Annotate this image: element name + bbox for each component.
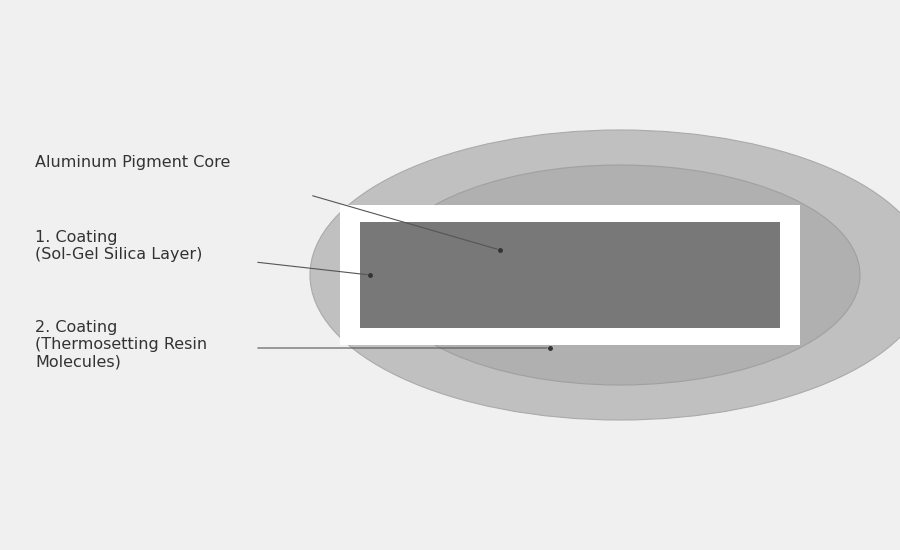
Text: 2. Coating
(Thermosetting Resin
Molecules): 2. Coating (Thermosetting Resin Molecule… [35, 320, 207, 370]
Ellipse shape [380, 165, 860, 385]
Ellipse shape [310, 130, 900, 420]
Text: 1. Coating
(Sol-Gel Silica Layer): 1. Coating (Sol-Gel Silica Layer) [35, 230, 202, 262]
Bar [340, 205, 800, 345]
Bar [360, 222, 780, 328]
Text: Aluminum Pigment Core: Aluminum Pigment Core [35, 155, 230, 170]
